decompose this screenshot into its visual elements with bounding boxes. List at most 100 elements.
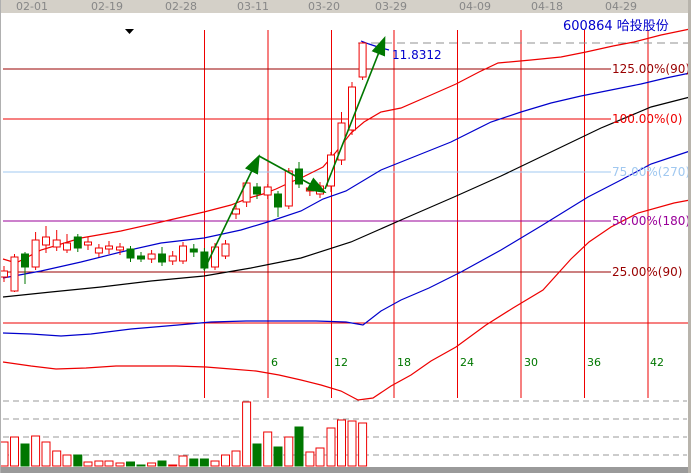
volume-bar <box>52 450 62 467</box>
volume-bar <box>73 454 83 467</box>
time-count-label: 36 <box>587 356 601 369</box>
bottom-border-bar <box>1 467 691 473</box>
candle-body <box>284 170 293 207</box>
gann-percent-label: 75.00%(270) <box>612 165 691 179</box>
volume-bar <box>136 464 146 467</box>
date-label: 02-19 <box>91 0 123 13</box>
candle-body <box>263 186 272 196</box>
candle-body <box>116 246 124 251</box>
volume-bar <box>1 441 9 467</box>
lower-red-band <box>2 199 691 401</box>
volume-bar <box>337 419 346 467</box>
date-label: 04-09 <box>459 0 491 13</box>
candle-body <box>221 243 230 257</box>
volume-bar <box>41 441 51 467</box>
candle-body <box>337 122 346 161</box>
volume-bar <box>358 422 368 467</box>
volume-bar <box>20 443 30 467</box>
candle-body <box>1 270 8 278</box>
volume-bar <box>252 443 262 467</box>
volume-bar <box>168 464 178 467</box>
date-label: 03-11 <box>237 0 269 13</box>
candle-body <box>147 253 156 260</box>
volume-bar <box>126 461 135 467</box>
gann-percent-label: 125.00%(90) <box>612 62 691 76</box>
time-count-label: 24 <box>460 356 474 369</box>
volume-bar <box>347 420 357 467</box>
stock-code-name-label: 600864 哈投股份 <box>563 19 669 34</box>
date-label: 02-28 <box>165 0 197 13</box>
volume-bar <box>284 436 294 467</box>
volume-bar <box>94 460 104 467</box>
candle-body <box>348 86 356 131</box>
candle-body <box>84 241 92 246</box>
volume-bar <box>273 446 283 467</box>
candle-body <box>94 247 103 254</box>
volume-bar <box>115 462 125 467</box>
candle-body <box>73 236 82 249</box>
candle-body <box>168 255 177 262</box>
candle-body <box>211 246 219 268</box>
time-count-label: 6 <box>271 356 278 369</box>
volume-bar <box>83 461 93 467</box>
candle-body <box>358 42 367 78</box>
candle-body <box>42 236 50 246</box>
candle-body <box>137 255 145 260</box>
date-label: 03-29 <box>375 0 407 13</box>
date-label: 03-20 <box>308 0 340 13</box>
candle-body <box>274 193 282 208</box>
time-count-label: 12 <box>334 356 348 369</box>
upper-blue-band <box>2 72 691 279</box>
gann-percent-label: 25.00%(90) <box>612 265 683 279</box>
volume-bar <box>10 436 19 467</box>
volume-bar <box>315 447 325 467</box>
volume-bar <box>147 462 157 467</box>
volume-bar <box>104 460 114 467</box>
candle-body <box>126 248 135 259</box>
volume-bar <box>178 455 188 467</box>
date-label: 04-29 <box>605 0 637 13</box>
candle-body <box>21 253 29 268</box>
trend-arrow <box>258 155 327 194</box>
candle-body <box>305 187 314 192</box>
volume-bar <box>231 450 241 467</box>
candle-body <box>31 239 40 268</box>
time-count-label: 18 <box>397 356 411 369</box>
date-axis: 02-01 02-19 02-28 03-11 03-20 03-29 04-09 04-18… <box>1 0 691 14</box>
candle-body <box>189 248 198 253</box>
date-label: 02-01 <box>16 0 48 13</box>
volume-bar <box>189 458 199 467</box>
volume-bar <box>294 426 304 467</box>
price-target-annotation: 11.8312 <box>392 48 442 62</box>
volume-bar <box>242 401 252 467</box>
candle-body <box>63 242 71 251</box>
volume-bar <box>263 431 273 467</box>
top-marker-triangle-icon <box>125 29 134 34</box>
candle-body <box>327 154 335 187</box>
candle-body <box>105 245 113 250</box>
upper-red-band <box>2 28 691 264</box>
volume-bar <box>305 451 315 467</box>
time-count-label: 42 <box>650 356 664 369</box>
date-label: 04-18 <box>531 0 563 13</box>
volume-bar <box>221 454 230 467</box>
candle-body <box>179 245 187 262</box>
volume-bar <box>199 458 209 467</box>
candle-body <box>10 256 19 292</box>
lower-blue-band <box>2 150 691 337</box>
trend-arrow <box>324 36 386 190</box>
gann-percent-label: 50.00%(180) <box>612 214 691 228</box>
candle-body <box>158 253 166 263</box>
volume-bar <box>157 460 167 467</box>
volume-bar <box>326 427 336 467</box>
time-count-label: 30 <box>524 356 538 369</box>
gann-percent-label: 100.00%(0) <box>612 112 683 126</box>
right-border-bar <box>688 0 691 473</box>
trend-arrow <box>203 154 260 271</box>
candle-body <box>253 186 261 195</box>
candle-body <box>52 239 61 248</box>
volume-bar <box>31 435 41 467</box>
volume-bar <box>210 460 220 467</box>
